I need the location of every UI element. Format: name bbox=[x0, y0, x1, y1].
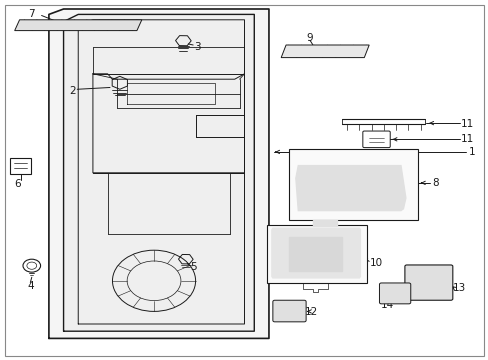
Polygon shape bbox=[49, 9, 268, 338]
Polygon shape bbox=[295, 166, 405, 211]
Text: 5: 5 bbox=[189, 262, 196, 272]
Text: 4: 4 bbox=[27, 281, 34, 291]
Text: 11: 11 bbox=[460, 134, 473, 144]
Text: 8: 8 bbox=[431, 178, 438, 188]
Text: 1: 1 bbox=[468, 147, 474, 157]
Text: 13: 13 bbox=[452, 283, 466, 293]
Polygon shape bbox=[15, 20, 142, 31]
FancyBboxPatch shape bbox=[379, 283, 410, 304]
Polygon shape bbox=[312, 220, 337, 226]
Polygon shape bbox=[288, 237, 342, 271]
FancyBboxPatch shape bbox=[272, 300, 305, 322]
Polygon shape bbox=[271, 228, 360, 278]
FancyBboxPatch shape bbox=[404, 265, 452, 300]
Text: 9: 9 bbox=[306, 33, 313, 43]
Bar bbox=[266, 225, 366, 283]
Text: 3: 3 bbox=[194, 42, 201, 52]
Text: 14: 14 bbox=[380, 300, 394, 310]
Text: 6: 6 bbox=[14, 179, 21, 189]
Text: 7: 7 bbox=[28, 9, 35, 19]
Polygon shape bbox=[63, 14, 254, 331]
Text: 11: 11 bbox=[460, 119, 473, 129]
Bar bbox=[288, 149, 417, 220]
Text: 10: 10 bbox=[369, 258, 383, 268]
Text: 2: 2 bbox=[69, 86, 76, 96]
Polygon shape bbox=[281, 45, 368, 58]
Text: 12: 12 bbox=[304, 307, 317, 317]
